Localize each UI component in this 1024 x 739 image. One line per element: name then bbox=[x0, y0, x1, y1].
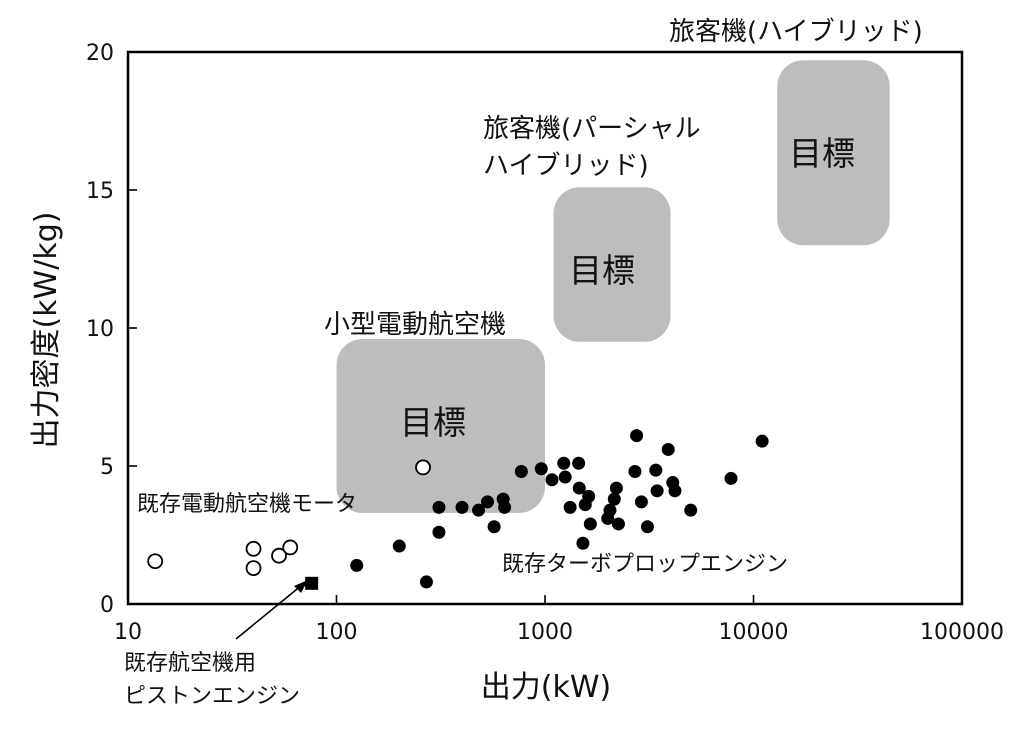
x-tick-label: 10000 bbox=[719, 620, 789, 645]
filled-circle-point bbox=[668, 484, 682, 498]
filled-circle-point bbox=[563, 500, 577, 514]
filled-circle-point bbox=[534, 462, 548, 476]
filled-circle-point bbox=[603, 503, 617, 517]
y-tick-label: 15 bbox=[86, 179, 114, 204]
target-regions bbox=[336, 60, 890, 513]
filled-circle-point bbox=[611, 517, 625, 531]
region-label-hybrid: 目標 bbox=[789, 134, 855, 173]
axis-ticks: 10 100 1000 10000 100000 0 5 10 15 20 bbox=[86, 41, 1004, 645]
x-tick-label: 100 bbox=[316, 620, 358, 645]
filled-circle-point bbox=[419, 575, 433, 589]
open-circle-point bbox=[282, 539, 299, 556]
target-region-1 bbox=[553, 187, 671, 342]
filled-circle-point bbox=[558, 470, 572, 484]
filled-circle-point bbox=[755, 434, 769, 448]
filled-circle-point bbox=[609, 481, 623, 495]
y-tick-label: 5 bbox=[100, 455, 114, 480]
filled-circle-point bbox=[628, 465, 642, 479]
open-circle-point bbox=[415, 459, 431, 476]
y-axis-title: 出力密度(kW/kg) bbox=[29, 212, 64, 449]
x-tick-label: 10 bbox=[114, 620, 142, 645]
x-axis-title: 出力(kW) bbox=[481, 670, 611, 705]
annotation-piston-engine-line2: ピストンエンジン bbox=[124, 684, 300, 709]
target-region-0 bbox=[336, 339, 545, 513]
filled-circle-point bbox=[392, 539, 406, 553]
filled-circle-point bbox=[572, 481, 586, 495]
data-points bbox=[147, 429, 769, 590]
x-tick-label: 100000 bbox=[920, 620, 1004, 645]
filled-circle-point bbox=[684, 503, 698, 517]
y-tick-label: 0 bbox=[100, 593, 114, 618]
filled-circle-point bbox=[661, 442, 675, 456]
y-tick-label: 10 bbox=[86, 317, 114, 342]
open-circle-point bbox=[271, 547, 287, 564]
annotation-existing-electric-motor: 既存電動航空機モータ bbox=[137, 492, 357, 517]
open-circle-point bbox=[245, 540, 262, 557]
annotation-small-electric-aircraft: 小型電動航空機 bbox=[324, 310, 506, 340]
filled-circle-point bbox=[350, 558, 364, 572]
annotation-partial-hybrid-line2: ハイブリッド) bbox=[483, 151, 649, 181]
target-region-2 bbox=[777, 60, 890, 246]
filled-circle-point bbox=[582, 489, 596, 503]
filled-circle-point bbox=[640, 520, 654, 534]
filled-circle-point bbox=[634, 495, 648, 509]
filled-circle-point bbox=[650, 484, 664, 498]
filled-circle-point bbox=[498, 500, 512, 514]
x-tick-label: 1000 bbox=[517, 620, 573, 645]
filled-circle-point bbox=[557, 456, 571, 470]
filled-circle-point bbox=[472, 503, 486, 517]
open-circle-point bbox=[245, 560, 262, 577]
annotation-partial-hybrid-line1: 旅客機(パーシャル bbox=[483, 114, 701, 144]
filled-circle-point bbox=[649, 463, 663, 477]
piston-engine-arrow bbox=[235, 584, 303, 640]
filled-circle-point bbox=[630, 429, 644, 443]
region-label-partial-hybrid: 目標 bbox=[569, 251, 635, 290]
open-circle-point bbox=[147, 553, 164, 570]
filled-circle-point bbox=[576, 536, 590, 550]
filled-circle-point bbox=[607, 492, 621, 506]
filled-circle-point bbox=[583, 517, 597, 531]
filled-circle-point bbox=[455, 500, 469, 514]
annotation-hybrid-airliner: 旅客機(ハイブリッド) bbox=[669, 17, 923, 47]
filled-circle-point bbox=[481, 495, 495, 509]
region-label-small-electric: 目標 bbox=[400, 403, 466, 442]
annotation-piston-engine-line1: 既存航空機用 bbox=[124, 651, 256, 676]
y-tick-label: 20 bbox=[86, 41, 114, 66]
filled-circle-point bbox=[487, 520, 501, 534]
filled-circle-point bbox=[724, 471, 738, 485]
filled-square-point bbox=[305, 576, 319, 590]
arrowhead-icon bbox=[294, 580, 308, 593]
filled-circle-point bbox=[432, 525, 446, 539]
filled-circle-point bbox=[545, 473, 559, 487]
filled-circle-point bbox=[514, 465, 528, 479]
filled-circle-point bbox=[432, 500, 446, 514]
annotation-existing-turboprop: 既存ターボプロップエンジン bbox=[502, 552, 788, 577]
filled-circle-point bbox=[572, 456, 586, 470]
